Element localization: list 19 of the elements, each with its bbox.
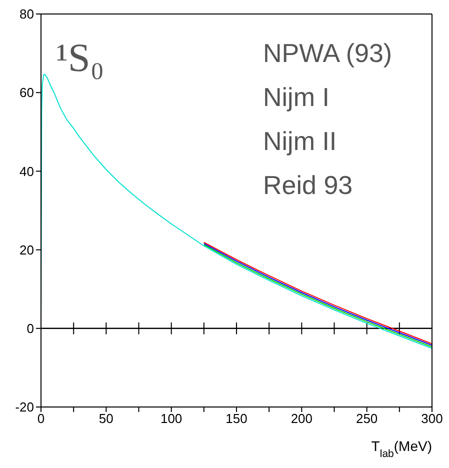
y-tick-label: 80 <box>20 6 34 22</box>
x-tick-label: 200 <box>290 411 313 426</box>
annotation: Nijm II <box>263 126 337 158</box>
x-axis-title: T$_{lab}$(MeV) <box>371 438 432 460</box>
x-tick-label: 100 <box>160 411 182 426</box>
y-tick-label: 0 <box>26 321 34 336</box>
y-tick-label: 20 <box>20 242 34 258</box>
y-tick-label: 40 <box>20 164 34 179</box>
y-tick-label: -20 <box>15 400 34 415</box>
annotation: ¹S₀ <box>56 35 104 80</box>
x-tick-label: 50 <box>98 411 114 426</box>
x-tick-label: 150 <box>226 411 248 426</box>
annotation: Reid 93 <box>263 170 353 202</box>
x-tick-label: 300 <box>421 411 443 426</box>
annotation: Nijm I <box>263 82 330 114</box>
y-tick-label: 60 <box>20 85 34 100</box>
x-tick-label: 250 <box>356 411 378 426</box>
x-tick-label: 0 <box>37 411 45 426</box>
annotation: NPWA (93) <box>263 38 392 70</box>
